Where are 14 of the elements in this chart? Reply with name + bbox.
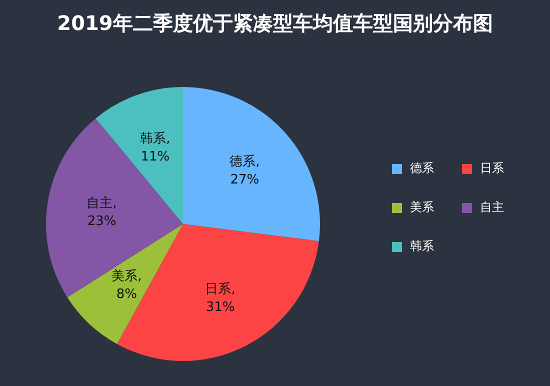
data-label: 德系, 27% xyxy=(230,154,260,188)
legend-label: 韩系 xyxy=(410,238,434,255)
legend-label: 德系 xyxy=(410,160,434,177)
chart-title: 2019年二季度优于紧凑型车均值车型国别分布图 xyxy=(56,10,494,37)
data-label: 日系, 31% xyxy=(205,282,236,316)
pie-slice xyxy=(67,224,183,344)
legend-label: 日系 xyxy=(480,160,504,177)
legend-label: 美系 xyxy=(410,199,434,216)
pie-slice xyxy=(183,87,320,242)
legend-label: 自主 xyxy=(480,199,504,216)
data-label: 韩系, 11% xyxy=(140,132,170,165)
data-label: 美系, 8% xyxy=(112,268,142,302)
pie-slice xyxy=(46,118,183,298)
data-label: 自主, 23% xyxy=(86,195,117,230)
